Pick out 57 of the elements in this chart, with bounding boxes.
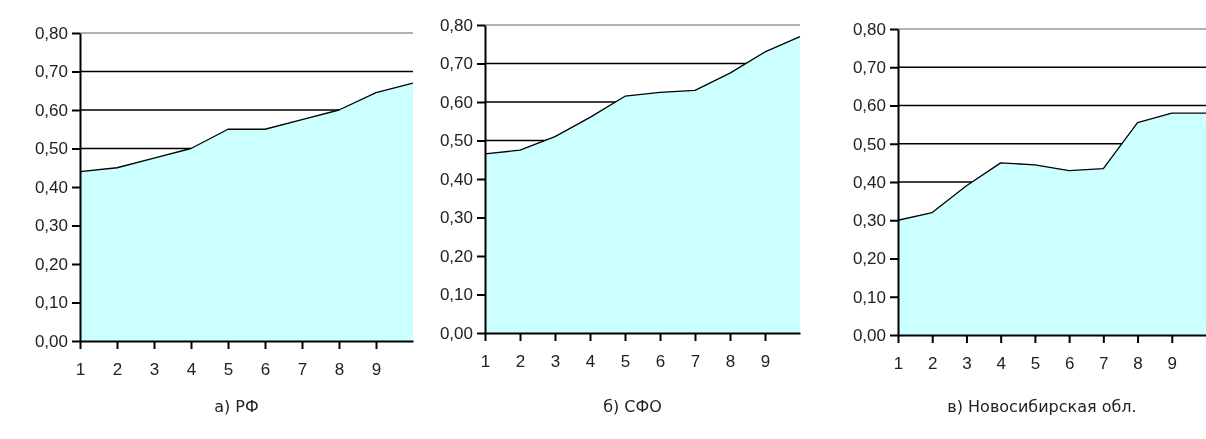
x-tick-label: 6 bbox=[260, 360, 271, 380]
x-tick-label: 5 bbox=[223, 360, 234, 380]
y-tick-label: 0,80 bbox=[34, 23, 68, 43]
x-tick-label: 5 bbox=[620, 352, 631, 372]
x-tick-label: 9 bbox=[1167, 354, 1178, 374]
y-tick-label: 0,30 bbox=[852, 211, 886, 231]
x-tick-label: 7 bbox=[690, 352, 701, 372]
x-tick-label: 6 bbox=[655, 352, 666, 372]
y-tick-label: 0,40 bbox=[852, 172, 886, 192]
y-tick-label: 0,50 bbox=[852, 134, 886, 154]
y-tick-label: 0,40 bbox=[439, 169, 473, 189]
x-tick-label: 1 bbox=[893, 354, 904, 374]
y-tick-label: 0,10 bbox=[852, 287, 886, 307]
x-tick-label: 8 bbox=[334, 360, 345, 380]
x-tick-label: 3 bbox=[962, 354, 972, 374]
x-tick-label: 1 bbox=[75, 360, 86, 380]
y-tick-label: 0,70 bbox=[439, 54, 473, 74]
y-tick-label: 0,00 bbox=[439, 323, 473, 343]
y-tick-label: 0,60 bbox=[34, 100, 68, 120]
y-tick-label: 0,50 bbox=[34, 139, 68, 159]
y-tick-label: 0,20 bbox=[439, 246, 473, 266]
y-tick-label: 0,80 bbox=[439, 15, 473, 35]
y-tick-label: 0,60 bbox=[852, 96, 886, 116]
x-tick-label: 4 bbox=[996, 354, 1006, 374]
x-axis-title: а) РФ bbox=[214, 397, 259, 416]
y-tick-label: 0,20 bbox=[852, 249, 886, 269]
x-tick-label: 2 bbox=[927, 354, 938, 374]
x-tick-label: 1 bbox=[480, 352, 491, 372]
x-tick-label: 6 bbox=[1064, 354, 1075, 374]
x-tick-label: 7 bbox=[1099, 354, 1109, 374]
x-tick-label: 2 bbox=[515, 352, 526, 372]
x-tick-label: 3 bbox=[149, 360, 160, 380]
x-tick-label: 9 bbox=[760, 352, 771, 372]
x-tick-label: 4 bbox=[585, 352, 596, 372]
x-axis-title: в) Новосибирская обл. bbox=[947, 397, 1137, 416]
x-tick-label: 3 bbox=[550, 352, 561, 372]
y-tick-label: 0,10 bbox=[439, 285, 473, 305]
y-tick-label: 0,20 bbox=[34, 254, 68, 274]
y-tick-label: 0,00 bbox=[852, 325, 886, 345]
x-tick-label: 2 bbox=[112, 360, 123, 380]
x-axis-title: б) СФО bbox=[603, 397, 662, 416]
y-tick-label: 0,60 bbox=[439, 92, 473, 112]
y-tick-label: 0,80 bbox=[852, 19, 886, 39]
x-tick-label: 9 bbox=[371, 360, 382, 380]
y-tick-label: 0,00 bbox=[34, 331, 68, 351]
x-tick-label: 5 bbox=[1030, 354, 1041, 374]
y-tick-label: 0,40 bbox=[34, 177, 68, 197]
y-tick-label: 0,70 bbox=[852, 58, 886, 78]
x-tick-label: 8 bbox=[1133, 354, 1143, 374]
y-tick-label: 0,30 bbox=[34, 216, 68, 236]
x-tick-label: 4 bbox=[186, 360, 197, 380]
x-tick-label: 8 bbox=[725, 352, 736, 372]
y-tick-label: 0,70 bbox=[34, 62, 68, 82]
x-tick-label: 7 bbox=[297, 360, 308, 380]
y-tick-label: 0,10 bbox=[34, 293, 68, 313]
y-tick-label: 0,30 bbox=[439, 208, 473, 228]
y-tick-label: 0,50 bbox=[439, 131, 473, 151]
